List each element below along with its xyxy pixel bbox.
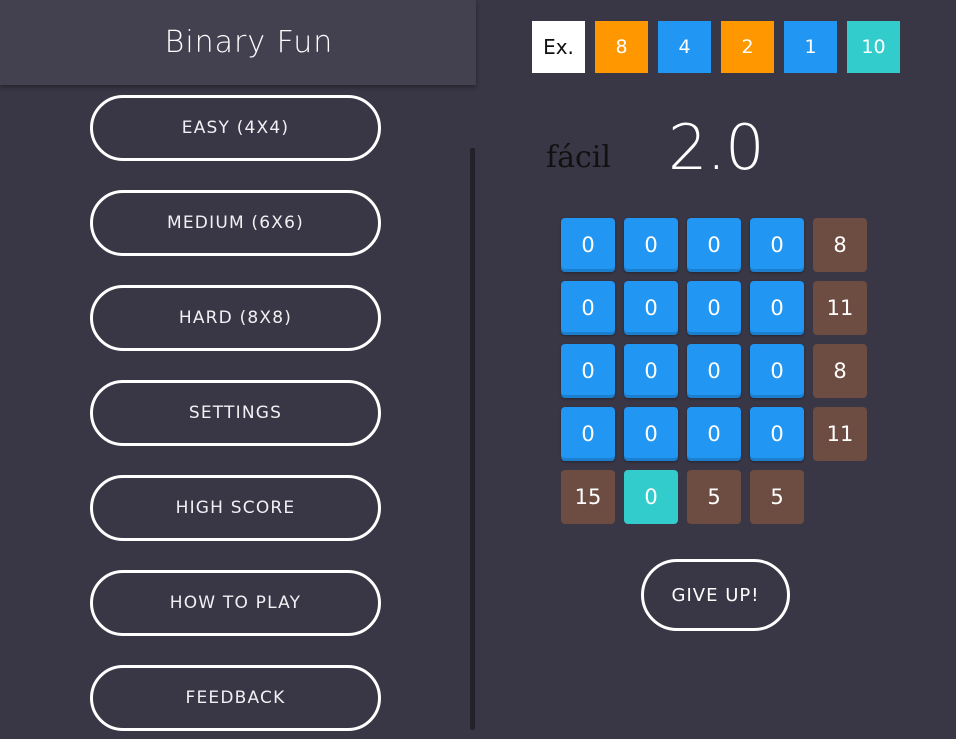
column-target: 15: [561, 470, 615, 524]
row-target: 8: [813, 344, 867, 398]
give-up-button[interactable]: GIVE UP!: [641, 559, 790, 631]
example-label: Ex.: [532, 21, 585, 73]
feedback-button[interactable]: FEEDBACK: [90, 665, 381, 731]
grid-cell[interactable]: 0: [750, 218, 804, 272]
grid-cell[interactable]: 0: [750, 281, 804, 335]
grid-cell[interactable]: 0: [687, 281, 741, 335]
grid-cell[interactable]: 0: [624, 218, 678, 272]
hard-mode-button[interactable]: HARD (8X8): [90, 285, 381, 351]
grid-cell[interactable]: 0: [561, 407, 615, 461]
row-target: 8: [813, 218, 867, 272]
grid-cell[interactable]: 0: [750, 407, 804, 461]
grid-cell[interactable]: 0: [687, 344, 741, 398]
grid-cell[interactable]: 0: [561, 281, 615, 335]
column-target: 5: [750, 470, 804, 524]
grid-cell[interactable]: 0: [624, 407, 678, 461]
drawer-scrollbar[interactable]: [470, 148, 475, 730]
grid-cell[interactable]: 0: [750, 344, 804, 398]
grid-cell[interactable]: 0: [687, 407, 741, 461]
grid-cell[interactable]: 0: [624, 281, 678, 335]
how-to-play-button[interactable]: HOW TO PLAY: [90, 570, 381, 636]
example-bit-8: 8: [595, 21, 648, 73]
column-target-current: 0: [624, 470, 678, 524]
level-value: 2.0: [668, 111, 765, 184]
example-bit-2: 2: [721, 21, 774, 73]
grid-cell[interactable]: 0: [624, 344, 678, 398]
navigation-drawer: Binary Fun EASY (4X4) MEDIUM (6X6) HARD …: [0, 0, 476, 739]
level-label: fácil: [546, 140, 611, 175]
high-score-button[interactable]: HIGH SCORE: [90, 475, 381, 541]
grid-cell[interactable]: 0: [561, 218, 615, 272]
easy-mode-button[interactable]: EASY (4X4): [90, 95, 381, 161]
drawer-header: Binary Fun: [0, 0, 476, 85]
example-bit-4: 4: [658, 21, 711, 73]
row-target: 11: [813, 407, 867, 461]
app-title: Binary Fun: [164, 25, 334, 60]
grid-cell[interactable]: 0: [561, 344, 615, 398]
column-target: 5: [687, 470, 741, 524]
example-bit-1: 1: [784, 21, 837, 73]
settings-button[interactable]: SETTINGS: [90, 380, 381, 446]
medium-mode-button[interactable]: MEDIUM (6X6): [90, 190, 381, 256]
row-target: 11: [813, 281, 867, 335]
example-result: 10: [847, 21, 900, 73]
grid-cell[interactable]: 0: [687, 218, 741, 272]
